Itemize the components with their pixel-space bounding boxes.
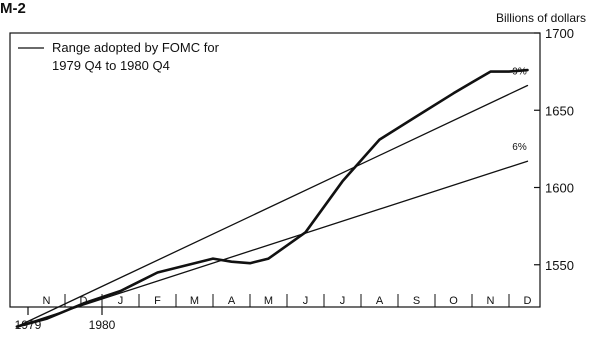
x-month-label: A <box>228 295 236 307</box>
chart-lines <box>15 68 529 328</box>
x-month-label: N <box>487 295 495 307</box>
x-month-label: J <box>340 295 346 307</box>
y-tick-label: 1550 <box>545 258 574 273</box>
y-tick-label: 1600 <box>545 181 574 196</box>
x-month-label: N <box>43 295 51 307</box>
plot-frame <box>9 32 541 308</box>
x-month-label: M <box>264 295 273 307</box>
y-axis-unit-label: Billions of dollars <box>496 11 586 25</box>
range-labels: 9% 6% <box>512 67 527 154</box>
range-lower-line <box>16 160 529 328</box>
x-month-label: J <box>303 295 309 307</box>
x-month-label: J <box>118 295 124 307</box>
x-month-label: D <box>524 295 532 307</box>
legend-label-line-2: 1979 Q4 to 1980 Q4 <box>52 58 170 73</box>
m2-actual-line <box>15 68 529 328</box>
y-axis: 1550 1600 1650 1700 <box>534 26 574 273</box>
x-year-label: 1980 <box>89 318 116 332</box>
y-tick-label: 1650 <box>545 103 574 118</box>
x-month-label: D <box>80 295 88 307</box>
legend: Range adopted by FOMC for 1979 Q4 to 198… <box>18 40 220 73</box>
chart-title: M-2 <box>0 0 26 17</box>
y-tick-label: 1700 <box>545 26 574 41</box>
x-month-label: S <box>413 295 420 307</box>
range-upper-label: 9% <box>512 67 527 78</box>
x-month-label: O <box>449 295 458 307</box>
legend-label-line-1: Range adopted by FOMC for <box>52 40 220 55</box>
x-month-label: F <box>154 295 161 307</box>
range-lower-label: 6% <box>512 142 527 153</box>
range-upper-line <box>16 84 529 328</box>
x-month-label: A <box>376 295 384 307</box>
x-month-label: M <box>190 295 199 307</box>
